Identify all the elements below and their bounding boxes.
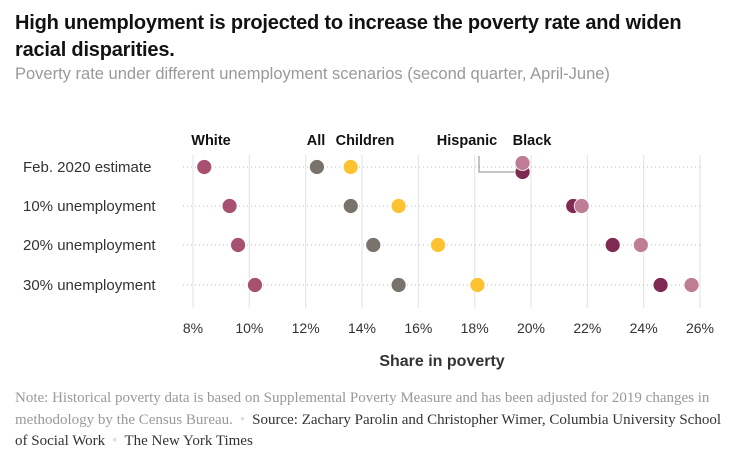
data-point-all <box>390 277 407 293</box>
data-point-all <box>342 198 359 214</box>
series-label-white: White <box>191 133 230 149</box>
chart-title: High unemployment is projected to increa… <box>15 12 682 61</box>
data-point-children <box>430 237 446 253</box>
source-text: Source: Zachary Parolin and Christopher … <box>15 411 722 450</box>
credit-text: The New York Times <box>124 433 253 449</box>
x-tick-label: 12% <box>292 320 320 336</box>
x-axis-title: Share in poverty <box>379 353 504 370</box>
data-point-black <box>573 198 590 214</box>
series-label-children: Children <box>336 133 395 149</box>
row-label: 20% unemployment <box>23 237 156 254</box>
data-point-all <box>309 159 325 175</box>
x-tick-label: 22% <box>573 320 601 336</box>
x-tick-label: 10% <box>235 320 263 336</box>
series-label-black: Black <box>513 133 553 149</box>
data-point-children <box>390 198 407 214</box>
dot-plot: 8% 10% 12% 14% 16% 18% 20% 22% 24% 26% Feb. 2020 e… <box>23 133 714 370</box>
row-label: Feb. 2020 estimate <box>23 159 151 176</box>
footer: Note: Historical poverty data is based o… <box>15 388 735 453</box>
data-point-children <box>342 159 359 175</box>
x-tick-label: 20% <box>517 320 545 336</box>
data-point-all <box>365 237 382 253</box>
data-point-white <box>196 159 213 175</box>
data-point-black <box>632 237 649 253</box>
x-tick-label: 18% <box>461 320 489 336</box>
data-point-children <box>469 277 486 293</box>
series-label-all: All <box>307 133 326 149</box>
series-label-hispanic: Hispanic <box>437 133 497 149</box>
x-tick-label: 16% <box>404 320 432 336</box>
x-tick-label: 14% <box>348 320 376 336</box>
data-point-white <box>247 277 263 293</box>
data-point-black <box>514 155 531 171</box>
chart-subtitle: Poverty rate under different unemploymen… <box>15 65 610 83</box>
x-tick-label: 24% <box>630 320 658 336</box>
data-point-black <box>683 277 700 293</box>
row-label: 10% unemployment <box>23 198 156 215</box>
note-text: Note: Historical poverty data is based o… <box>15 390 710 428</box>
row-label: 30% unemployment <box>23 277 156 294</box>
data-point-white <box>230 237 246 253</box>
separator-dot: • <box>112 433 118 449</box>
x-tick-label: 26% <box>686 320 714 336</box>
data-point-white <box>221 198 238 214</box>
hispanic-leader-line <box>478 156 522 173</box>
data-point-hispanic <box>652 277 669 293</box>
x-tick-label: 8% <box>183 320 203 336</box>
separator-dot: • <box>239 411 246 428</box>
data-point-hispanic <box>604 237 621 253</box>
